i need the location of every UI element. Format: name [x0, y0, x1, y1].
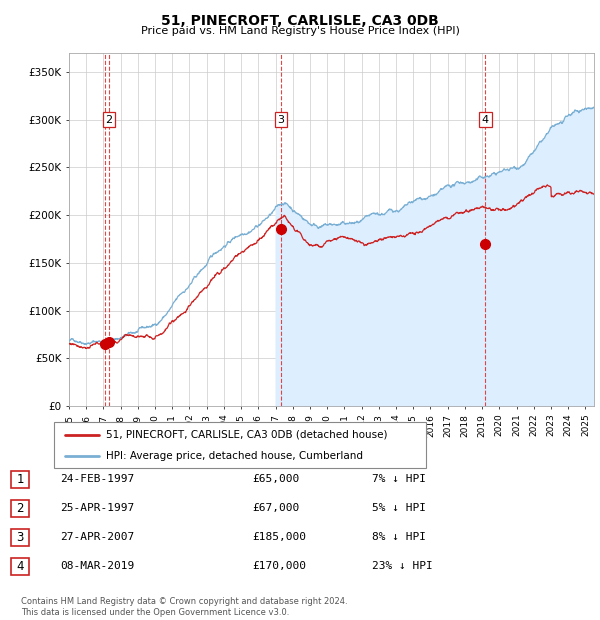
Text: Contains HM Land Registry data © Crown copyright and database right 2024.
This d: Contains HM Land Registry data © Crown c… [21, 598, 347, 617]
Text: 25-APR-1997: 25-APR-1997 [60, 503, 134, 513]
Text: £170,000: £170,000 [252, 561, 306, 571]
Text: £67,000: £67,000 [252, 503, 299, 513]
FancyBboxPatch shape [54, 422, 426, 468]
Text: Price paid vs. HM Land Registry's House Price Index (HPI): Price paid vs. HM Land Registry's House … [140, 26, 460, 36]
Text: 3: 3 [278, 115, 284, 125]
Text: 4: 4 [16, 560, 24, 573]
Text: 7% ↓ HPI: 7% ↓ HPI [372, 474, 426, 484]
Text: £185,000: £185,000 [252, 532, 306, 542]
FancyBboxPatch shape [11, 529, 29, 546]
Text: 51, PINECROFT, CARLISLE, CA3 0DB: 51, PINECROFT, CARLISLE, CA3 0DB [161, 14, 439, 28]
Text: 3: 3 [16, 531, 24, 544]
Text: 2: 2 [16, 502, 24, 515]
Text: 08-MAR-2019: 08-MAR-2019 [60, 561, 134, 571]
Text: 8% ↓ HPI: 8% ↓ HPI [372, 532, 426, 542]
Text: 51, PINECROFT, CARLISLE, CA3 0DB (detached house): 51, PINECROFT, CARLISLE, CA3 0DB (detach… [106, 430, 388, 440]
FancyBboxPatch shape [11, 558, 29, 575]
Text: 5% ↓ HPI: 5% ↓ HPI [372, 503, 426, 513]
Text: 24-FEB-1997: 24-FEB-1997 [60, 474, 134, 484]
Text: HPI: Average price, detached house, Cumberland: HPI: Average price, detached house, Cumb… [106, 451, 363, 461]
Text: 27-APR-2007: 27-APR-2007 [60, 532, 134, 542]
Text: 4: 4 [482, 115, 489, 125]
FancyBboxPatch shape [11, 500, 29, 517]
Text: 1: 1 [16, 473, 24, 485]
FancyBboxPatch shape [11, 471, 29, 487]
Text: 23% ↓ HPI: 23% ↓ HPI [372, 561, 433, 571]
Text: 2: 2 [106, 115, 112, 125]
Text: £65,000: £65,000 [252, 474, 299, 484]
